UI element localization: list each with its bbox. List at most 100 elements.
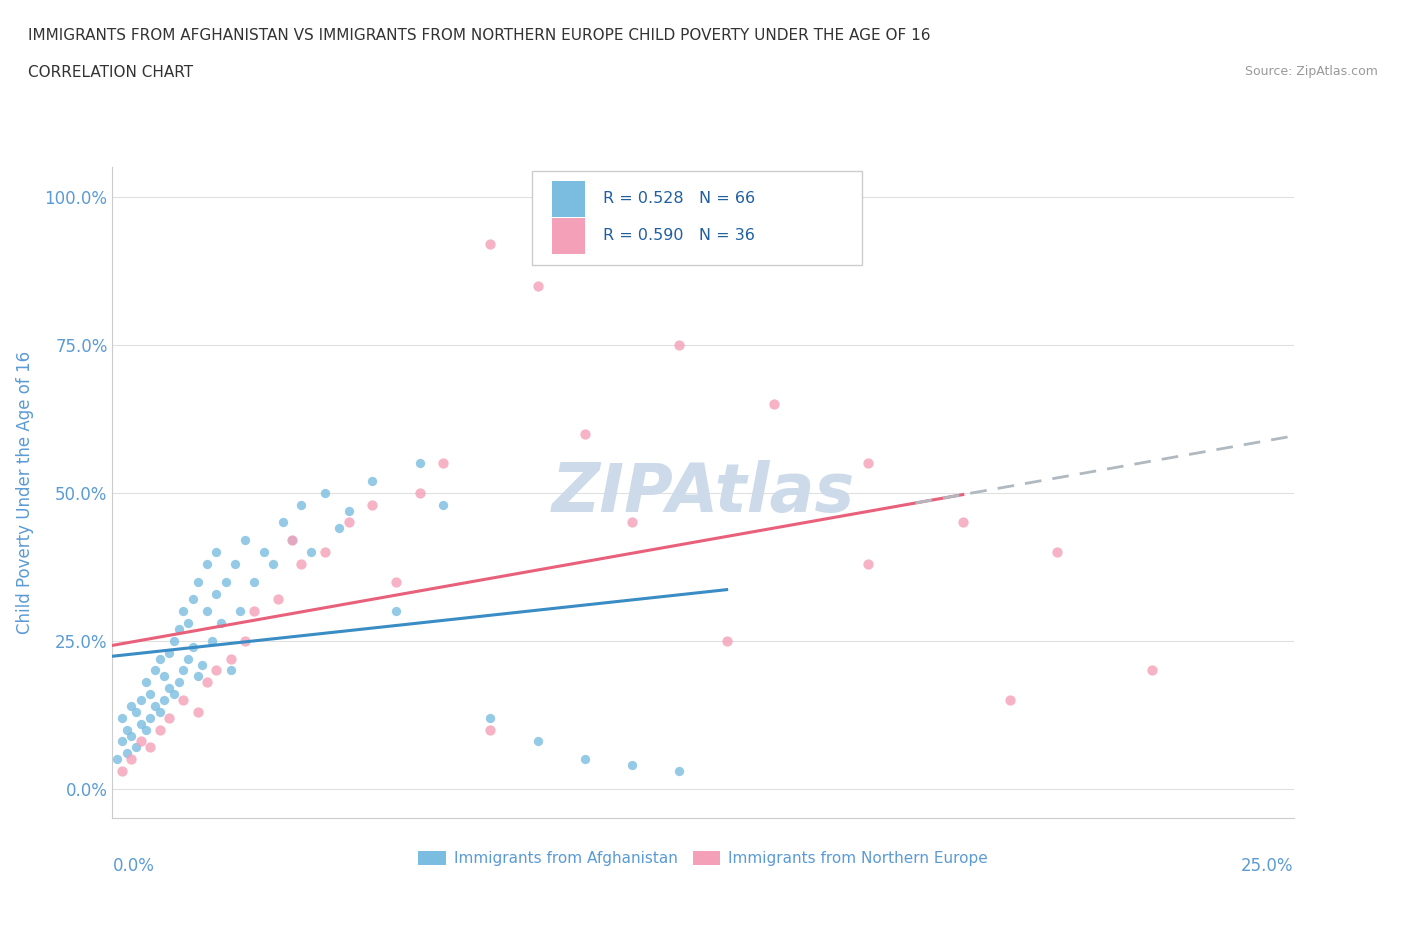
Point	[111, 734, 134, 749]
Point	[215, 574, 238, 589]
Point	[219, 651, 242, 666]
Text: R = 0.528   N = 66: R = 0.528 N = 66	[603, 192, 755, 206]
FancyBboxPatch shape	[551, 180, 585, 217]
Point	[191, 658, 214, 672]
Point	[163, 686, 186, 701]
Point	[149, 704, 172, 719]
Point	[129, 693, 152, 708]
Point	[186, 704, 208, 719]
Point	[243, 604, 266, 618]
Point	[120, 751, 142, 766]
Point	[408, 456, 430, 471]
Point	[172, 663, 194, 678]
Point	[177, 651, 200, 666]
Point	[139, 686, 162, 701]
Text: CORRELATION CHART: CORRELATION CHART	[28, 65, 193, 80]
Point	[224, 556, 246, 571]
FancyBboxPatch shape	[531, 171, 862, 265]
Point	[233, 533, 256, 548]
Point	[201, 633, 224, 648]
Point	[125, 704, 148, 719]
Point	[337, 515, 360, 530]
Point	[120, 698, 142, 713]
Point	[526, 734, 548, 749]
Point	[105, 751, 128, 766]
Point	[205, 545, 228, 560]
Point	[952, 515, 974, 530]
Point	[314, 485, 336, 500]
Point	[209, 616, 232, 631]
Point	[299, 545, 322, 560]
Point	[195, 556, 218, 571]
Legend: Immigrants from Afghanistan, Immigrants from Northern Europe: Immigrants from Afghanistan, Immigrants …	[412, 845, 994, 872]
Point	[205, 586, 228, 601]
Point	[149, 723, 172, 737]
Point	[139, 740, 162, 755]
Point	[716, 633, 738, 648]
Point	[125, 740, 148, 755]
Point	[233, 633, 256, 648]
Point	[574, 751, 596, 766]
Point	[385, 574, 408, 589]
Point	[157, 711, 180, 725]
Point	[186, 669, 208, 684]
Point	[290, 556, 312, 571]
Point	[281, 533, 304, 548]
Text: R = 0.590   N = 36: R = 0.590 N = 36	[603, 228, 755, 244]
Point	[762, 397, 785, 412]
Point	[157, 681, 180, 696]
Point	[129, 734, 152, 749]
Point	[157, 645, 180, 660]
Point	[167, 621, 190, 636]
Point	[219, 663, 242, 678]
Text: 25.0%: 25.0%	[1241, 857, 1294, 875]
Point	[205, 663, 228, 678]
Point	[143, 663, 166, 678]
Point	[432, 498, 454, 512]
Point	[526, 278, 548, 293]
Point	[290, 498, 312, 512]
Point	[271, 515, 294, 530]
Point	[115, 723, 138, 737]
Point	[139, 711, 162, 725]
Point	[314, 545, 336, 560]
Point	[479, 237, 502, 252]
Text: ZIPAtlas: ZIPAtlas	[551, 460, 855, 525]
Point	[337, 503, 360, 518]
Point	[181, 592, 204, 607]
Point	[858, 556, 880, 571]
Point	[432, 456, 454, 471]
Point	[186, 574, 208, 589]
Point	[129, 716, 152, 731]
Point	[172, 693, 194, 708]
Point	[267, 592, 290, 607]
Point	[229, 604, 252, 618]
Point	[668, 338, 690, 352]
Text: Source: ZipAtlas.com: Source: ZipAtlas.com	[1244, 65, 1378, 78]
Point	[115, 746, 138, 761]
Point	[998, 693, 1021, 708]
Point	[172, 604, 194, 618]
Point	[574, 426, 596, 441]
Point	[328, 521, 350, 536]
Point	[253, 545, 276, 560]
Point	[1140, 663, 1163, 678]
Point	[361, 498, 384, 512]
Point	[195, 675, 218, 690]
Point	[177, 616, 200, 631]
Point	[1046, 545, 1069, 560]
Text: IMMIGRANTS FROM AFGHANISTAN VS IMMIGRANTS FROM NORTHERN EUROPE CHILD POVERTY UND: IMMIGRANTS FROM AFGHANISTAN VS IMMIGRANT…	[28, 28, 931, 43]
Point	[167, 675, 190, 690]
Point	[361, 473, 384, 488]
Point	[120, 728, 142, 743]
Point	[111, 764, 134, 778]
Point	[479, 711, 502, 725]
Point	[858, 456, 880, 471]
Point	[621, 758, 644, 773]
Point	[149, 651, 172, 666]
Point	[385, 604, 408, 618]
Point	[243, 574, 266, 589]
Point	[143, 698, 166, 713]
Point	[281, 533, 304, 548]
Point	[479, 723, 502, 737]
